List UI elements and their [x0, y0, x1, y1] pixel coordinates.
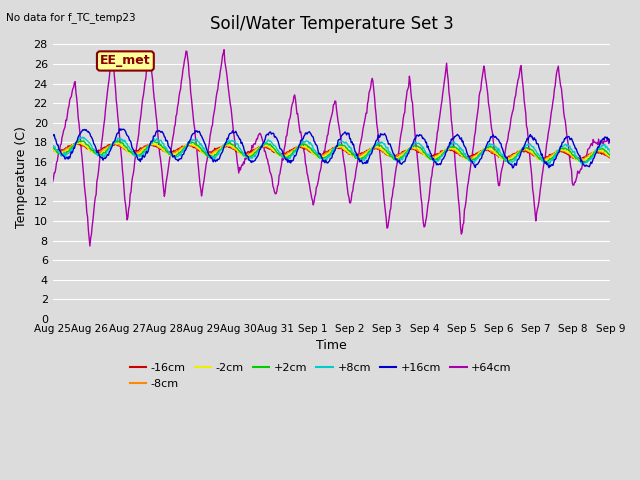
X-axis label: Time: Time: [316, 339, 347, 352]
Y-axis label: Temperature (C): Temperature (C): [15, 126, 28, 228]
Text: EE_met: EE_met: [100, 54, 150, 68]
Title: Soil/Water Temperature Set 3: Soil/Water Temperature Set 3: [209, 15, 453, 33]
Text: No data for f_TC_temp23: No data for f_TC_temp23: [6, 12, 136, 23]
Legend: -16cm, -8cm, -2cm, +2cm, +8cm, +16cm, +64cm: -16cm, -8cm, -2cm, +2cm, +8cm, +16cm, +6…: [125, 359, 516, 393]
